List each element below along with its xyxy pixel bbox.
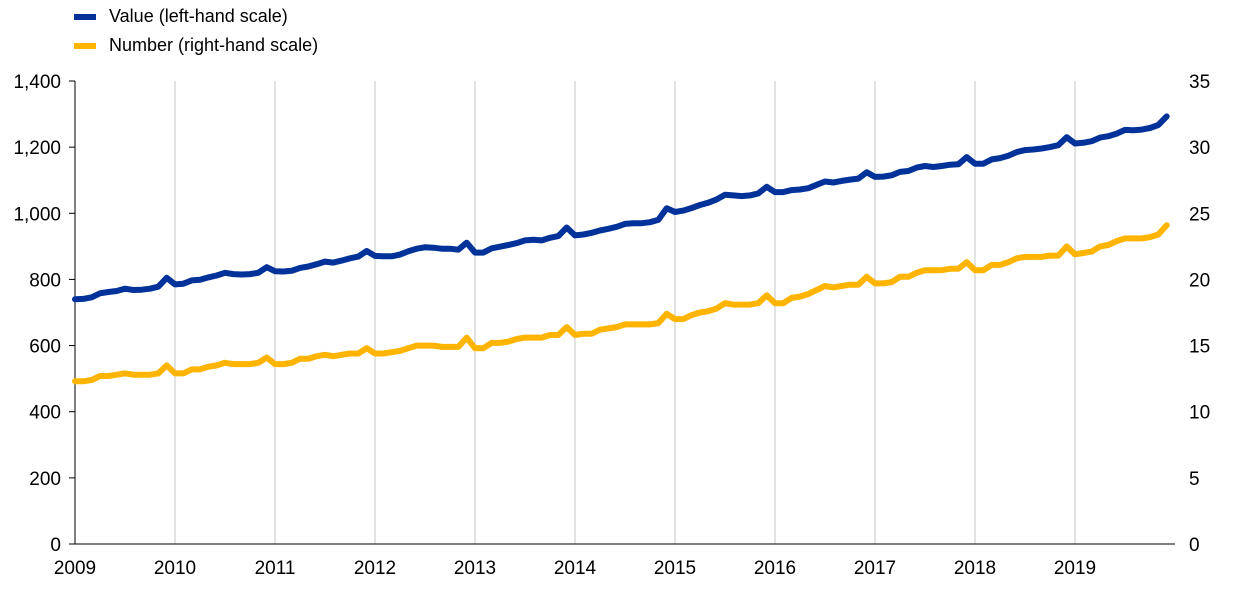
axes <box>69 80 1175 545</box>
x-tick-label: 2011 <box>255 558 296 579</box>
legend-swatch-number <box>74 42 96 49</box>
y-right-tick-label: 25 <box>1189 204 1210 225</box>
legend-item-number: Number (right-hand scale) <box>74 31 318 60</box>
legend-swatch-value <box>74 13 96 20</box>
y-left-tick-label: 600 <box>29 337 61 358</box>
x-tick-label: 2014 <box>554 558 597 579</box>
legend-item-value: Value (left-hand scale) <box>74 2 318 31</box>
x-tick-label: 2009 <box>54 558 96 579</box>
y-right-tick-label: 10 <box>1189 403 1210 424</box>
y-left-tick-label: 800 <box>29 270 61 291</box>
y-right-tick-label: 20 <box>1189 270 1210 291</box>
x-tick-label: 2012 <box>354 558 396 579</box>
y-left-tick-label: 400 <box>29 403 61 424</box>
x-tick-label: 2016 <box>754 558 796 579</box>
y-left-tick-label: 1,400 <box>13 72 61 93</box>
y-right-tick-label: 0 <box>1189 535 1200 556</box>
y-left-tick-label: 1,000 <box>13 204 61 225</box>
series-line-number <box>72 222 1170 385</box>
grid-lines <box>174 81 1076 544</box>
series-line-value <box>72 113 1170 303</box>
y-right-tick-label: 30 <box>1189 138 1210 159</box>
y-right-tick-label: 15 <box>1189 337 1210 358</box>
x-tick-label: 2010 <box>154 558 196 579</box>
series-lines <box>72 113 1170 385</box>
legend-label-number: Number (right-hand scale) <box>109 35 319 55</box>
legend-label-value: Value (left-hand scale) <box>109 6 288 26</box>
x-tick-label: 2017 <box>854 558 896 579</box>
y-left-tick-label: 1,200 <box>13 138 61 159</box>
x-tick-label: 2019 <box>1054 558 1096 579</box>
y-left-tick-label: 200 <box>29 469 61 490</box>
y-left-tick-label: 0 <box>50 535 61 556</box>
x-tick-label: 2013 <box>454 558 496 579</box>
tick-labels: 2009 2010 2011 2012 2013 2014 2015 2016 2017 2018… <box>13 72 1210 579</box>
legend: Value (left-hand scale) Number (right-ha… <box>74 2 318 60</box>
x-tick-label: 2018 <box>954 558 996 579</box>
y-right-tick-label: 35 <box>1189 72 1210 93</box>
x-tick-label: 2015 <box>654 558 696 579</box>
y-right-tick-label: 5 <box>1189 469 1200 490</box>
